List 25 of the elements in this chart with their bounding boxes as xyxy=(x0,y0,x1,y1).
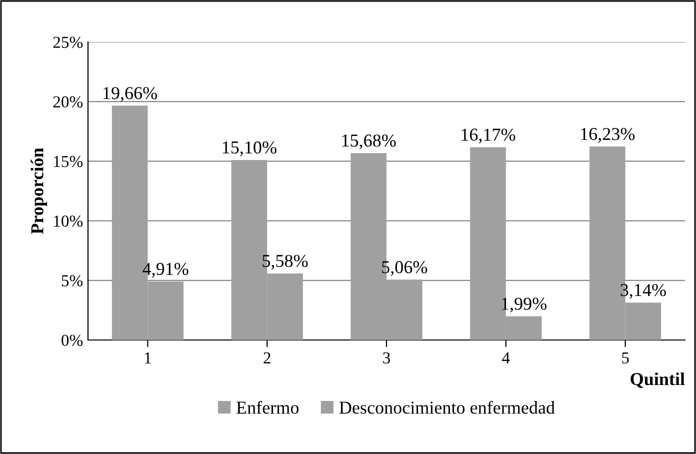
data-label: 15,68% xyxy=(342,134,396,150)
data-label: 5,06% xyxy=(382,261,428,276)
data-label: 19,66% xyxy=(104,87,158,102)
y-axis-title: Proporción xyxy=(30,148,48,234)
data-label: 15,10% xyxy=(222,141,276,156)
y-tick-label: 0% xyxy=(62,334,83,346)
y-tick-label: 10% xyxy=(54,216,83,227)
x-tick-label: 1 xyxy=(145,352,151,364)
data-label: 1,99% xyxy=(502,298,547,312)
x-tick-label: 3 xyxy=(383,352,390,364)
data-label: 5,58% xyxy=(262,254,308,270)
x-axis-title: Quintil xyxy=(630,372,685,388)
legend-label: Desconocimiento enfermedad xyxy=(339,400,555,414)
x-tick-label: 2 xyxy=(264,352,270,364)
y-tick-label: 5% xyxy=(62,275,83,286)
x-tick-label: 5 xyxy=(622,352,629,364)
data-label: 3,14% xyxy=(620,284,666,299)
y-tick-label: 25% xyxy=(53,36,83,48)
y-tick-label: 20% xyxy=(53,96,83,108)
legend-label: Enfermo xyxy=(236,400,299,414)
data-label: 4,91% xyxy=(142,262,188,278)
x-tick-label: 4 xyxy=(502,352,510,364)
y-tick-label: 15% xyxy=(54,156,83,168)
data-label: 16,17% xyxy=(462,128,516,144)
data-label: 16,23% xyxy=(581,128,635,143)
